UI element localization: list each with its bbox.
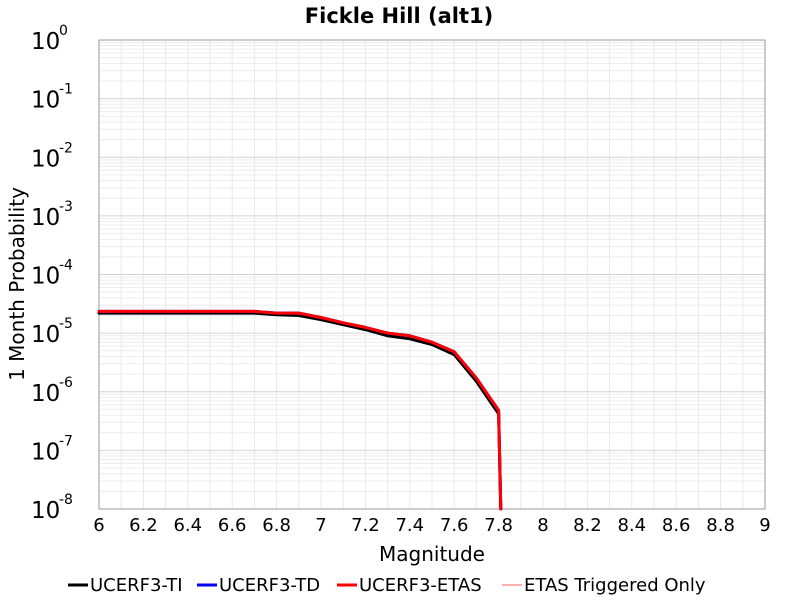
y-tick-exponent: 0 <box>59 23 68 39</box>
series-line <box>97 311 503 511</box>
y-tick-label: 100 <box>31 23 68 55</box>
y-tick-exponent: -4 <box>59 258 73 274</box>
chart-title: Fickle Hill (alt1) <box>305 4 493 28</box>
x-tick-label: 6.6 <box>218 515 247 536</box>
y-tick-base: 10 <box>31 264 60 290</box>
y-tick-exponent: -1 <box>59 82 73 98</box>
series-layer <box>97 309 503 511</box>
y-tick-label: 10-7 <box>31 433 73 465</box>
x-tick-label: 8.8 <box>706 515 735 536</box>
y-tick-exponent: -3 <box>59 199 73 215</box>
y-tick-label: 10-6 <box>31 375 73 407</box>
x-tick-label: 8 <box>537 515 548 536</box>
x-tick-labels: 6 6.2 6.4 6.6 6.8 7 7.2 7.4 7.6 7.8 8 8.2 8.4 8.6 8.8 9 <box>93 515 770 536</box>
y-tick-exponent: -8 <box>59 492 73 508</box>
y-axis-label: 1 Month Probability <box>5 187 29 381</box>
y-tick-label: 10-1 <box>31 82 73 114</box>
y-tick-base: 10 <box>31 381 60 407</box>
grid-layer <box>98 39 766 510</box>
series-line <box>97 309 503 511</box>
x-tick-label: 7.2 <box>351 515 380 536</box>
x-tick-label: 9 <box>759 515 770 536</box>
y-tick-label: 10-4 <box>31 258 73 290</box>
y-tick-base: 10 <box>31 29 60 55</box>
legend: UCERF3-TI UCERF3-TD UCERF3-ETAS ETAS Trigge… <box>68 575 706 596</box>
y-tick-label: 10-5 <box>31 316 73 348</box>
y-tick-exponent: -6 <box>59 375 73 391</box>
y-tick-base: 10 <box>31 498 60 524</box>
y-tick-base: 10 <box>31 88 60 114</box>
x-axis-label: Magnitude <box>379 542 485 566</box>
x-tick-label: 6.8 <box>262 515 291 536</box>
x-tick-label: 6.4 <box>173 515 202 536</box>
x-tick-label: 8.2 <box>573 515 602 536</box>
y-tick-base: 10 <box>31 205 60 231</box>
y-tick-exponent: -5 <box>59 316 73 332</box>
y-tick-base: 10 <box>31 322 60 348</box>
y-tick-base: 10 <box>31 146 60 172</box>
y-tick-label: 10-3 <box>31 199 73 231</box>
y-tick-base: 10 <box>31 439 60 465</box>
x-tick-label: 7 <box>315 515 326 536</box>
x-tick-label: 7.4 <box>395 515 424 536</box>
legend-label: UCERF3-TI <box>90 575 183 596</box>
y-tick-label: 10-2 <box>31 140 73 172</box>
x-tick-label: 8.4 <box>617 515 646 536</box>
x-tick-label: 6.2 <box>129 515 158 536</box>
series-line <box>97 309 503 511</box>
x-tick-label: 7.6 <box>440 515 469 536</box>
x-tick-label: 8.6 <box>662 515 691 536</box>
y-tick-exponent: -7 <box>59 433 73 449</box>
legend-label: UCERF3-TD <box>219 575 320 596</box>
legend-label: ETAS Triggered Only <box>524 575 706 596</box>
y-tick-exponent: -2 <box>59 140 73 156</box>
y-tick-label: 10-8 <box>31 492 73 524</box>
x-tick-label: 7.8 <box>484 515 513 536</box>
plot-area-border <box>98 39 766 510</box>
legend-label: UCERF3-ETAS <box>359 575 482 596</box>
x-tick-label: 6 <box>93 515 104 536</box>
